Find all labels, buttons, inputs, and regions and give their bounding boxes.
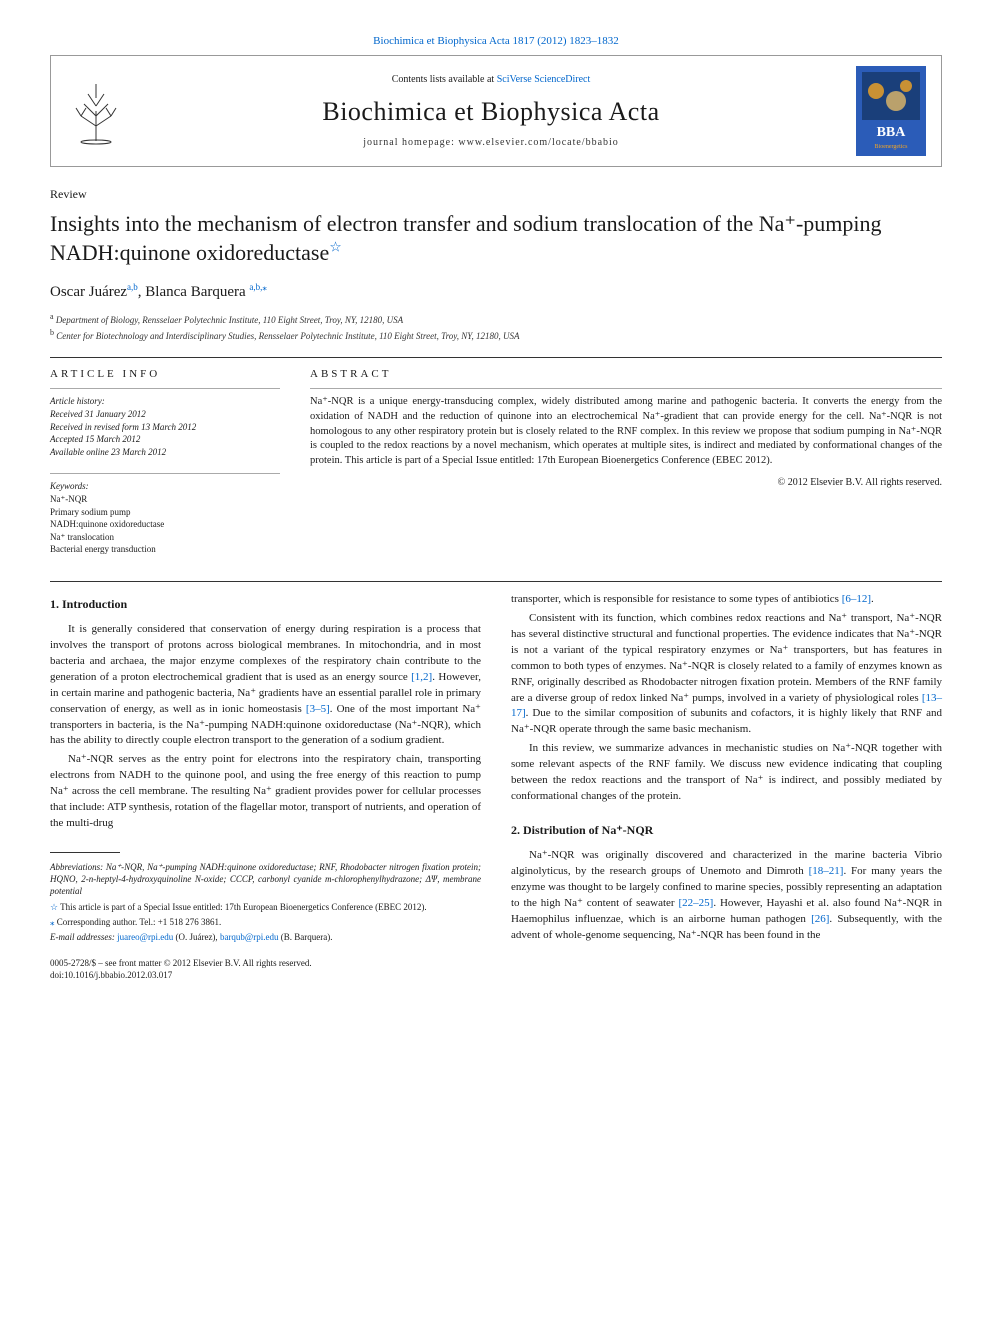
journal-header: ELSEVIER Contents lists available at Sci… — [50, 55, 942, 167]
footnote-star: ☆ This article is part of a Special Issu… — [50, 901, 481, 913]
cite-link[interactable]: [3–5] — [306, 703, 330, 715]
article-history: Article history: Received 31 January 201… — [50, 395, 280, 458]
journal-ref-link[interactable]: Biochimica et Biophysica Acta 1817 (2012… — [373, 35, 619, 47]
journal-reference: Biochimica et Biophysica Acta 1817 (2012… — [50, 35, 942, 47]
title-footnote-star: ☆ — [329, 240, 342, 255]
email-link[interactable]: juareo@rpi.edu — [117, 932, 173, 942]
abstract-text: Na⁺-NQR is a unique energy-transducing c… — [310, 395, 942, 468]
footnote-abbr: Abbreviations: Na⁺-NQR, Na⁺-pumping NADH… — [50, 861, 481, 897]
authors-line: Oscar Juáreza,b, Blanca Barquera a,b,⁎ — [50, 282, 942, 301]
journal-title: Biochimica et Biophysica Acta — [126, 97, 856, 127]
affiliations: a Department of Biology, Rensselaer Poly… — [50, 311, 942, 342]
footnotes: Abbreviations: Na⁺-NQR, Na⁺-pumping NADH… — [50, 861, 481, 943]
section-2-heading: 2. Distribution of Na⁺-NQR — [511, 823, 942, 838]
rule-keywords — [50, 473, 280, 474]
rule-top — [50, 357, 942, 358]
journal-homepage: journal homepage: www.elsevier.com/locat… — [126, 137, 856, 148]
article-type: Review — [50, 187, 942, 202]
body-paragraph: In this review, we summarize advances in… — [511, 741, 942, 805]
rule-info — [50, 388, 280, 389]
body-paragraph: Consistent with its function, which comb… — [511, 611, 942, 739]
footnote-corr: ⁎ Corresponding author. Tel.: +1 518 276… — [50, 916, 481, 928]
cite-link[interactable]: [1,2] — [411, 671, 432, 683]
footnote-email: E-mail addresses: juareo@rpi.edu (O. Juá… — [50, 931, 481, 943]
cite-link[interactable]: [6–12] — [842, 593, 871, 605]
footnote-separator — [50, 852, 120, 853]
body-paragraph: transporter, which is responsible for re… — [511, 592, 942, 608]
keywords: Keywords: Na⁺-NQR Primary sodium pump NA… — [50, 480, 280, 556]
abstract-heading: ABSTRACT — [310, 368, 942, 380]
sciverse-link[interactable]: SciVerse ScienceDirect — [497, 74, 591, 85]
cite-link[interactable]: [26] — [811, 913, 829, 925]
body-paragraph: Na⁺-NQR serves as the entry point for el… — [50, 752, 481, 832]
article-title: Insights into the mechanism of electron … — [50, 210, 942, 267]
bba-cover-logo: BBA Bioenergetics — [856, 66, 926, 156]
bottom-matter: 0005-2728/$ – see front matter © 2012 El… — [50, 958, 481, 981]
rule-abs — [310, 388, 942, 389]
copyright-line: © 2012 Elsevier B.V. All rights reserved… — [310, 477, 942, 488]
article-info-heading: ARTICLE INFO — [50, 368, 280, 380]
contents-line: Contents lists available at SciVerse Sci… — [126, 74, 856, 85]
svg-text:Bioenergetics: Bioenergetics — [875, 144, 909, 150]
body-paragraph: It is generally considered that conserva… — [50, 622, 481, 750]
cite-link[interactable]: [22–25] — [678, 897, 713, 909]
email-link[interactable]: barqub@rpi.edu — [220, 932, 279, 942]
cite-link[interactable]: [18–21] — [809, 865, 844, 877]
svg-text:BBA: BBA — [877, 125, 907, 140]
section-1-heading: 1. Introduction — [50, 597, 481, 612]
body-paragraph: Na⁺-NQR was originally discovered and ch… — [511, 848, 942, 944]
elsevier-logo: ELSEVIER — [66, 76, 126, 146]
rule-mid — [50, 581, 942, 582]
